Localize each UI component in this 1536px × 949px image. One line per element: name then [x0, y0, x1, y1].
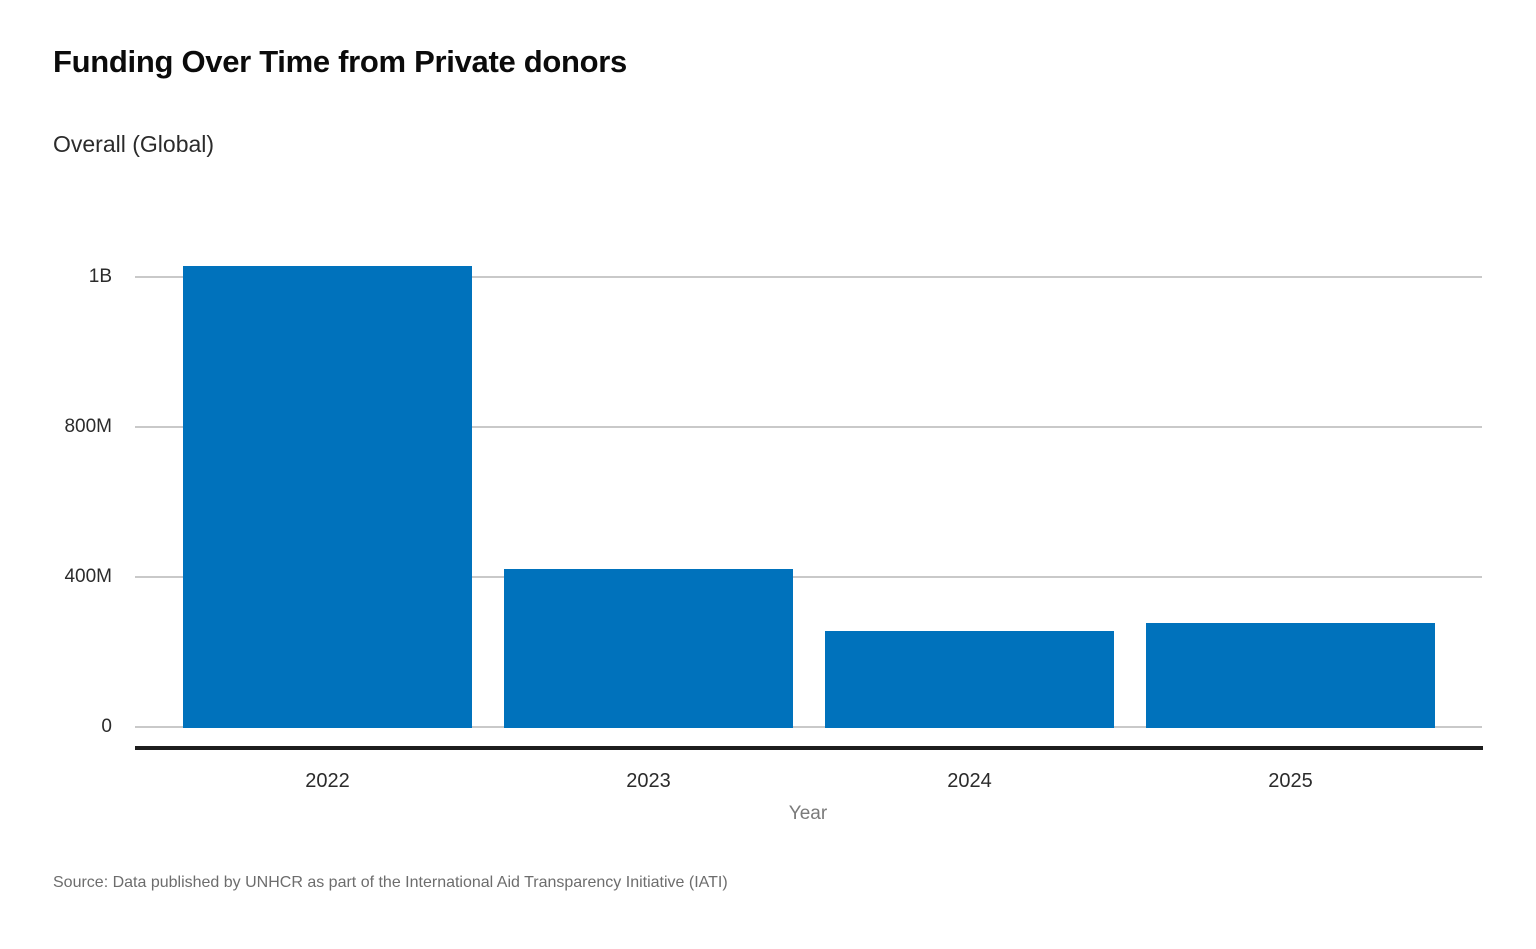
source-caption: Source: Data published by UNHCR as part …: [53, 874, 728, 891]
y-tick-label-0: 0: [101, 716, 112, 737]
chart-title: Funding Over Time from Private donors: [53, 44, 627, 79]
bar-2022[interactable]: [183, 265, 472, 728]
bar-2024[interactable]: [825, 631, 1114, 728]
gridline-800m: [135, 426, 1482, 428]
y-tick-label-400m: 400M: [64, 566, 112, 587]
gridline-400m: [135, 576, 1482, 578]
y-tick-label-800m: 800M: [64, 416, 112, 437]
x-tick-label-2025: 2025: [1268, 770, 1313, 792]
gridline-0: [135, 726, 1482, 728]
x-tick-label-2024: 2024: [947, 770, 992, 792]
gridline-1b: [135, 276, 1482, 278]
bar-2025[interactable]: [1146, 623, 1435, 728]
chart-subtitle: Overall (Global): [53, 131, 215, 157]
x-axis-line: [135, 746, 1483, 750]
x-axis-title: Year: [788, 803, 828, 824]
x-tick-label-2022: 2022: [305, 770, 350, 792]
x-tick-label-2023: 2023: [626, 770, 671, 792]
bar-2023[interactable]: [504, 569, 793, 728]
y-tick-label-1b: 1B: [88, 266, 112, 287]
